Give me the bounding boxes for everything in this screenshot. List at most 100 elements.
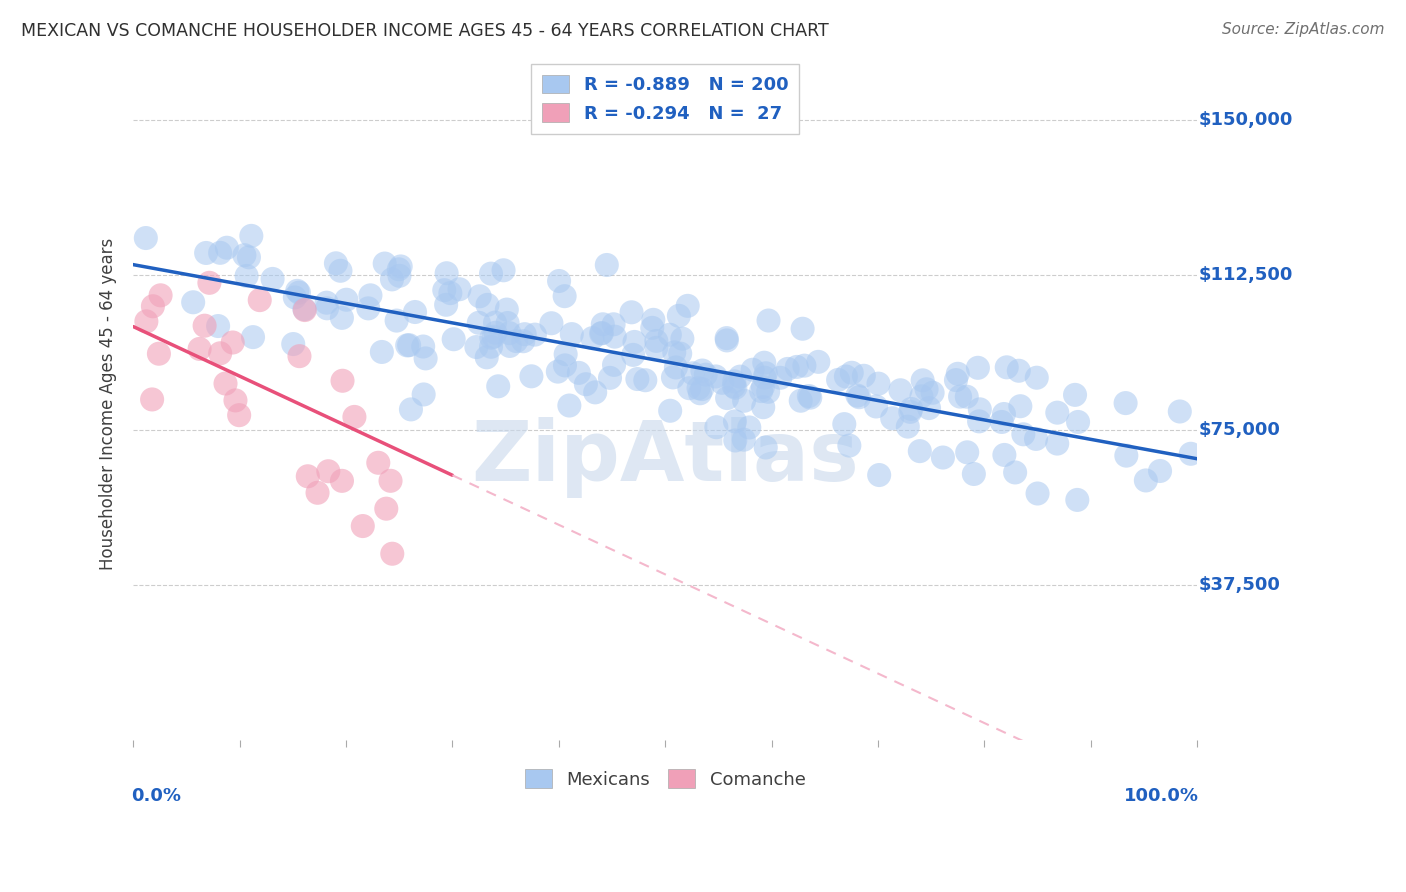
Point xyxy=(554,359,576,373)
Point xyxy=(889,384,911,398)
Point xyxy=(381,547,404,561)
Point xyxy=(288,349,311,363)
Point xyxy=(357,301,380,316)
Point xyxy=(332,374,354,388)
Point xyxy=(475,351,498,365)
Point xyxy=(148,347,170,361)
Point xyxy=(380,474,402,488)
Point xyxy=(181,295,204,310)
Point xyxy=(704,369,727,384)
Point xyxy=(484,326,506,340)
Text: $37,500: $37,500 xyxy=(1198,575,1279,594)
Point xyxy=(209,245,232,260)
Text: $75,000: $75,000 xyxy=(1198,421,1279,439)
Point xyxy=(1180,447,1202,461)
Point xyxy=(135,314,157,328)
Point xyxy=(723,374,745,388)
Point xyxy=(404,305,426,319)
Point xyxy=(512,334,534,349)
Point xyxy=(626,372,648,386)
Point xyxy=(949,390,972,404)
Point xyxy=(575,377,598,392)
Point xyxy=(554,289,576,303)
Point xyxy=(716,331,738,345)
Point xyxy=(807,355,830,369)
Point xyxy=(865,400,887,414)
Point xyxy=(135,231,157,245)
Point xyxy=(513,327,536,342)
Point xyxy=(262,272,284,286)
Point xyxy=(316,301,339,316)
Point xyxy=(1064,388,1087,402)
Point xyxy=(412,339,434,353)
Point xyxy=(495,302,517,317)
Point xyxy=(318,464,340,478)
Point xyxy=(690,382,713,396)
Point xyxy=(325,256,347,270)
Point xyxy=(755,366,778,380)
Point xyxy=(307,485,329,500)
Point xyxy=(288,285,311,300)
Point xyxy=(330,310,353,325)
Point xyxy=(540,316,562,330)
Point xyxy=(583,385,606,400)
Point xyxy=(769,371,792,385)
Point xyxy=(838,439,860,453)
Point xyxy=(602,318,624,332)
Point xyxy=(682,366,704,380)
Point xyxy=(603,358,626,372)
Point xyxy=(561,327,583,342)
Point xyxy=(946,367,969,381)
Point xyxy=(792,322,814,336)
Point xyxy=(1008,364,1031,378)
Point xyxy=(194,318,217,333)
Point xyxy=(620,305,643,319)
Point xyxy=(945,373,967,387)
Point xyxy=(589,326,612,341)
Point xyxy=(868,376,890,391)
Point xyxy=(283,337,305,351)
Point xyxy=(222,335,245,350)
Point xyxy=(558,399,581,413)
Point xyxy=(465,340,488,354)
Point xyxy=(415,351,437,366)
Point xyxy=(1168,404,1191,418)
Point xyxy=(835,369,858,384)
Point xyxy=(846,388,869,402)
Point xyxy=(882,411,904,425)
Point xyxy=(238,250,260,264)
Point xyxy=(388,262,411,277)
Point xyxy=(897,419,920,434)
Point xyxy=(477,298,499,312)
Point xyxy=(738,420,761,434)
Point xyxy=(520,369,543,384)
Point xyxy=(375,501,398,516)
Point xyxy=(676,299,699,313)
Point xyxy=(752,401,775,415)
Point xyxy=(1004,466,1026,480)
Point xyxy=(603,329,626,343)
Point xyxy=(439,286,461,301)
Point xyxy=(224,393,246,408)
Point xyxy=(956,445,979,459)
Point xyxy=(641,321,664,335)
Point xyxy=(711,376,734,390)
Point xyxy=(568,366,591,380)
Y-axis label: Householder Income Ages 45 - 64 years: Householder Income Ages 45 - 64 years xyxy=(100,238,117,570)
Point xyxy=(141,392,163,407)
Point xyxy=(669,346,692,360)
Point xyxy=(496,316,519,330)
Point xyxy=(754,370,776,384)
Text: Source: ZipAtlas.com: Source: ZipAtlas.com xyxy=(1222,22,1385,37)
Point xyxy=(848,390,870,404)
Point xyxy=(468,289,491,303)
Point xyxy=(499,339,522,353)
Text: ZipAtlas: ZipAtlas xyxy=(471,417,859,499)
Point xyxy=(797,389,820,403)
Point xyxy=(498,326,520,341)
Point xyxy=(706,420,728,434)
Point xyxy=(554,347,576,361)
Point xyxy=(723,379,745,393)
Point xyxy=(900,401,922,416)
Point xyxy=(898,405,921,419)
